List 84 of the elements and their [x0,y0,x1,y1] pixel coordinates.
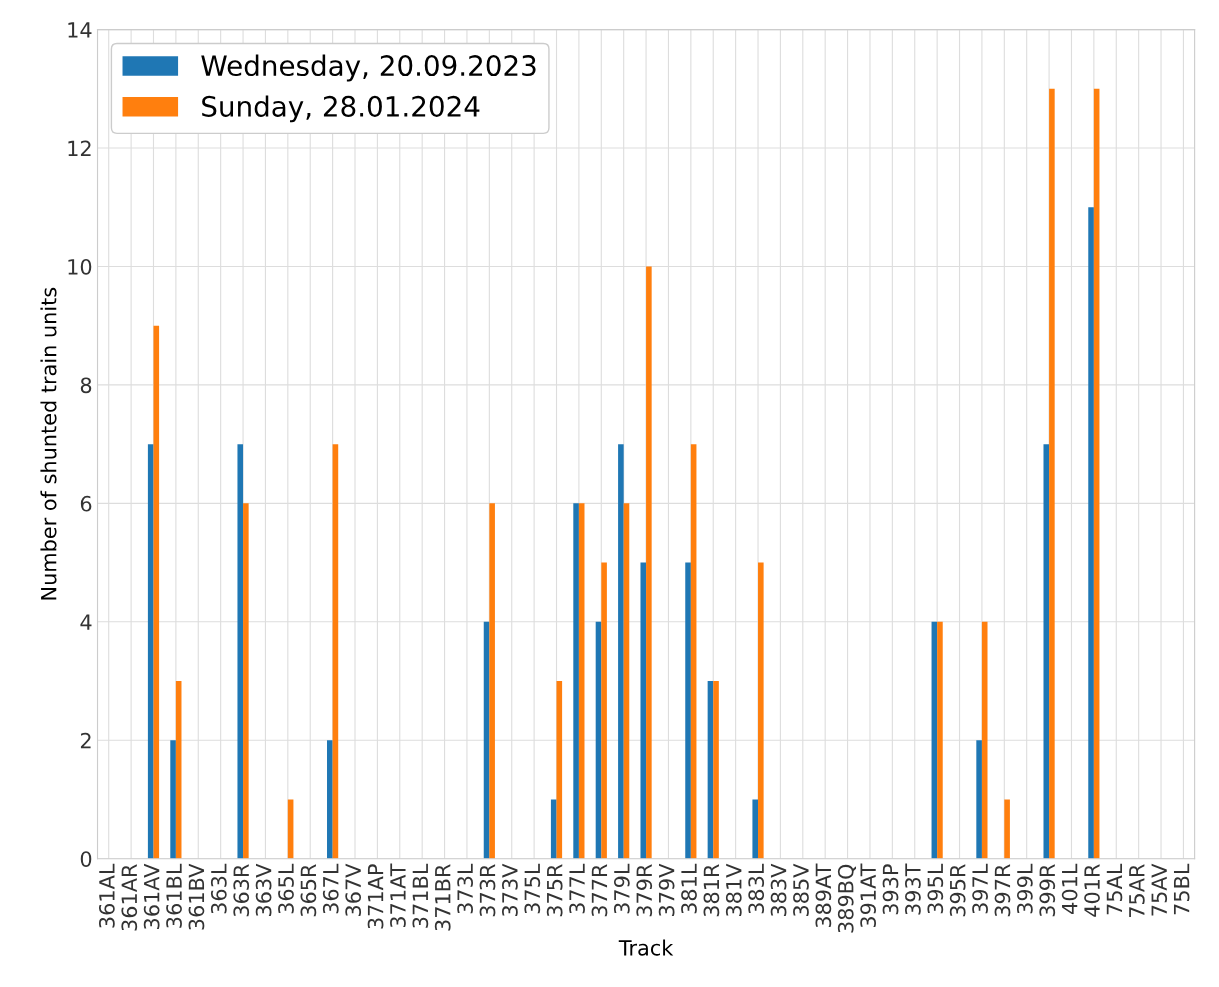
x-tick-label: 393T [905,863,921,915]
bar [1049,88,1055,859]
x-tick-label: 373R [479,864,496,917]
x-axis-title: Track [618,939,674,956]
bar [758,562,764,859]
x-tick-label: 375R [546,864,563,917]
x-tick-label: 363R [233,864,250,917]
x-tick-label: 371AT [390,863,406,928]
bar [752,799,759,859]
x-tick-label: 399L [1016,863,1033,914]
x-tick-label: 391AT [860,863,877,928]
x-tick-label: 377L [569,863,585,914]
x-tick-label: 381L [681,863,697,914]
x-tick-label: 371AP [367,864,384,929]
x-tick-label: 397R [994,864,1011,917]
x-tick-label: 389AT [815,863,832,928]
x-tick-label: 383L [748,863,765,914]
bar [618,444,624,859]
x-tick-label: 75AV [1151,863,1168,916]
x-tick-label: 395L [927,863,944,914]
y-axis-title: Number of shunted train units [40,287,57,600]
x-tick-label: 75BL [1173,863,1190,915]
bar [1004,799,1010,859]
x-tick-label: 363L [210,863,227,914]
bar [573,503,579,859]
x-tick-label: 75AL [1106,863,1123,915]
x-tick-label: 373V [502,863,518,916]
x-tick-label: 365R [300,864,317,917]
x-tick-label: 361AL [99,863,115,928]
bar [327,740,333,859]
bar [153,325,160,859]
x-tick-label: 389BQ [837,864,857,933]
bar [646,266,652,859]
x-tick-label: 401L [1061,863,1078,914]
x-tick-label: 365L [278,863,294,914]
y-tick-label: 12 [68,140,91,156]
bar [1043,444,1050,859]
x-tick-label: 383V [770,863,787,916]
bar [489,503,495,859]
x-tick-label: 367V [345,863,362,916]
x-tick-label: 371BR [434,864,451,931]
y-tick-label: 10 [68,258,92,275]
bar [1088,207,1094,859]
x-tick-label: 379L [613,863,630,914]
x-tick-label: 379V [658,863,675,916]
x-tick-label: 361AV [143,863,160,929]
bar [976,740,982,859]
x-tick-label: 361BV [188,863,205,930]
x-tick-label: 379R [636,864,653,917]
x-tick-label: 373L [457,863,473,914]
bar [713,681,719,859]
bar [550,799,557,859]
legend-label: Sunday, 28.01.2024 [202,95,480,123]
x-tick-label: 399R [1039,864,1056,917]
legend-label: Wednesday, 20.09.2023 [201,54,536,82]
x-tick-label: 377R [591,864,608,917]
y-tick-label: 0 [80,851,92,867]
bar [237,444,244,859]
bar [601,562,607,859]
bar [981,621,988,859]
x-tick-label: 381R [703,864,720,917]
bar [243,503,249,859]
x-tick-label: 385V [793,863,809,916]
x-tick-label: 361BL [166,863,182,928]
x-tick-label: 371BL [412,863,429,928]
x-tick-label: 367L [322,863,339,914]
x-tick-label: 395R [949,864,966,917]
bar [937,621,943,859]
bar [685,562,691,859]
y-tick-label: 14 [68,22,92,38]
x-tick-label: 381V [725,863,742,916]
y-tick-label: 8 [80,377,92,394]
x-tick-label: 375L [524,863,541,914]
x-tick-label: 363V [255,863,272,916]
bar [640,562,647,859]
y-tick-label: 2 [80,732,91,749]
bar [170,740,176,859]
x-tick-label: 401R [1084,864,1100,917]
x-tick-label: 393P [882,864,899,915]
x-tick-label: 397L [972,863,988,914]
y-tick-label: 4 [80,614,92,630]
y-tick-label: 6 [80,495,92,512]
x-tick-label: 361AR [121,864,138,931]
x-tick-label: 75AR [1129,864,1145,918]
